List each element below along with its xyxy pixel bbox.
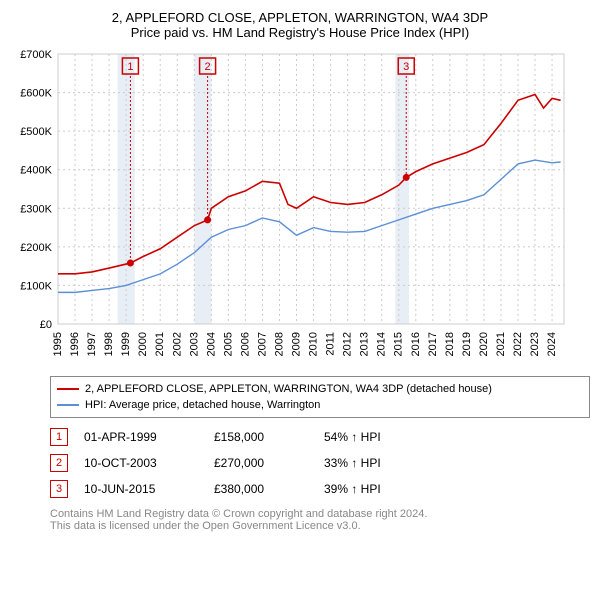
transaction-date: 10-OCT-2003 [84,456,214,470]
svg-text:2003: 2003 [188,332,200,356]
attribution-line1: Contains HM Land Registry data © Crown c… [50,508,590,520]
svg-text:1998: 1998 [103,332,115,356]
svg-text:£300K: £300K [20,203,52,215]
transaction-pct: 33% ↑ HPI [324,456,381,470]
legend-item: HPI: Average price, detached house, Warr… [57,397,583,413]
svg-text:2004: 2004 [205,332,217,356]
transaction-row: 2 10-OCT-2003£270,00033% ↑ HPI [50,450,590,476]
transaction-row: 1 01-APR-1999£158,00054% ↑ HPI [50,424,590,450]
svg-text:2020: 2020 [478,332,490,356]
svg-text:2017: 2017 [427,332,439,356]
transaction-marker: 2 [50,454,68,472]
chart-subtitle: Price paid vs. HM Land Registry's House … [10,25,590,40]
svg-text:3: 3 [403,61,409,73]
svg-text:2013: 2013 [359,332,371,356]
svg-text:2005: 2005 [222,332,234,356]
svg-text:2: 2 [205,61,211,73]
transaction-pct: 54% ↑ HPI [324,430,381,444]
svg-text:2001: 2001 [154,332,166,356]
svg-text:2016: 2016 [410,332,422,356]
legend-item: 2, APPLEFORD CLOSE, APPLETON, WARRINGTON… [57,381,583,397]
svg-text:£500K: £500K [20,126,52,138]
attribution-line2: This data is licensed under the Open Gov… [50,520,590,532]
svg-text:1997: 1997 [86,332,98,356]
svg-text:2002: 2002 [171,332,183,356]
legend-label: 2, APPLEFORD CLOSE, APPLETON, WARRINGTON… [85,383,492,395]
svg-text:£0: £0 [40,319,52,331]
transaction-pct: 39% ↑ HPI [324,482,381,496]
legend-swatch [57,388,79,390]
svg-text:2023: 2023 [529,332,541,356]
svg-text:2022: 2022 [512,332,524,356]
svg-text:2021: 2021 [495,332,507,356]
svg-text:2024: 2024 [546,332,558,356]
svg-text:2009: 2009 [291,332,303,356]
svg-text:2008: 2008 [273,332,285,356]
legend: 2, APPLEFORD CLOSE, APPLETON, WARRINGTON… [50,376,590,418]
svg-text:2007: 2007 [256,332,268,356]
attribution: Contains HM Land Registry data © Crown c… [50,508,590,532]
transaction-price: £158,000 [214,430,324,444]
transaction-marker: 1 [50,428,68,446]
chart-area: £0 £100K £200K £300K £400K £500K £600K £700K 199… [10,48,590,368]
svg-text:1999: 1999 [120,332,132,356]
svg-text:£100K: £100K [20,280,52,292]
transaction-row: 3 10-JUN-2015£380,00039% ↑ HPI [50,476,590,502]
svg-text:1996: 1996 [69,332,81,356]
svg-text:£700K: £700K [20,49,52,61]
svg-text:1: 1 [127,61,133,73]
legend-swatch [57,404,79,406]
svg-text:2019: 2019 [461,332,473,356]
transaction-marker: 3 [50,480,68,498]
line-chart: £0 £100K £200K £300K £400K £500K £600K £700K 199… [10,48,570,368]
svg-text:2018: 2018 [444,332,456,356]
transaction-price: £270,000 [214,456,324,470]
svg-text:£600K: £600K [20,88,52,100]
transaction-price: £380,000 [214,482,324,496]
svg-text:2014: 2014 [376,332,388,356]
svg-text:1995: 1995 [52,332,64,356]
svg-text:2006: 2006 [239,332,251,356]
svg-text:2010: 2010 [308,332,320,356]
svg-text:2011: 2011 [325,332,337,356]
svg-text:2012: 2012 [342,332,354,356]
svg-text:2000: 2000 [137,332,149,356]
svg-text:2015: 2015 [393,332,405,356]
transactions-table: 1 01-APR-1999£158,00054% ↑ HPI 2 10-OCT-200… [50,424,590,502]
svg-text:£200K: £200K [20,242,52,254]
chart-title: 2, APPLEFORD CLOSE, APPLETON, WARRINGTON… [10,10,590,25]
svg-text:£400K: £400K [20,165,52,177]
transaction-date: 01-APR-1999 [84,430,214,444]
transaction-date: 10-JUN-2015 [84,482,214,496]
legend-label: HPI: Average price, detached house, Warr… [85,399,320,411]
